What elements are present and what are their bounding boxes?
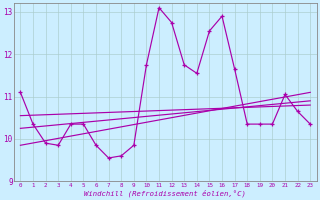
X-axis label: Windchill (Refroidissement éolien,°C): Windchill (Refroidissement éolien,°C)	[84, 189, 246, 197]
